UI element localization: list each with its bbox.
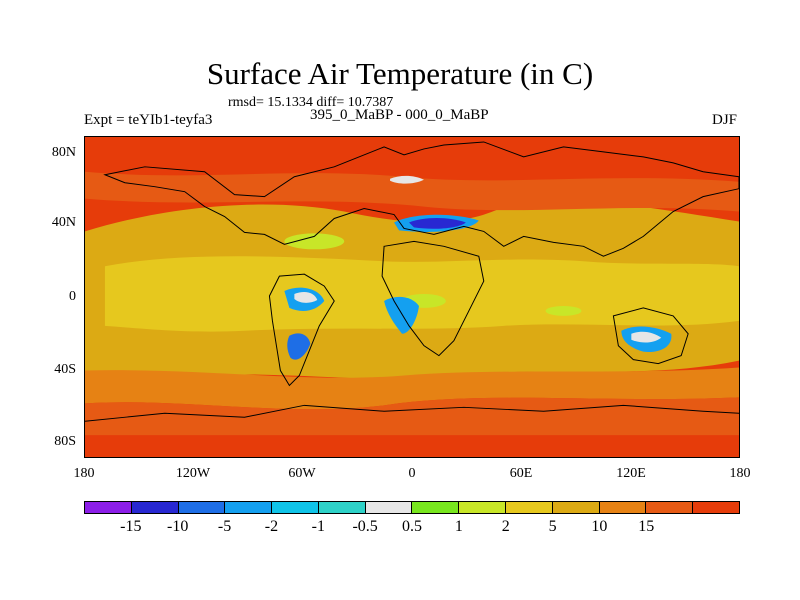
cold-anomaly-africa [384, 296, 419, 334]
cold-anomaly-australia-white [631, 331, 662, 343]
color-scale-swatch [365, 502, 413, 513]
experiment-label: Expt = teYIb1-teyfa3 [84, 112, 213, 128]
x-tick-label: 60E [509, 466, 533, 481]
landmass-australia [612, 307, 689, 365]
color-scale-swatch [225, 502, 273, 513]
color-scale-swatch [552, 502, 600, 513]
color-scale-swatch [646, 502, 694, 513]
x-tick-label: 180 [729, 466, 751, 481]
x-tick-label: 60W [288, 466, 316, 481]
landmass-north [103, 141, 739, 257]
color-scale-label: -5 [217, 518, 232, 535]
color-scale-swatch [85, 502, 132, 513]
lime-patch [284, 233, 345, 250]
color-scale-swatch [131, 502, 179, 513]
y-tick-label: 0 [69, 289, 76, 304]
color-scale-swatch [412, 502, 460, 513]
northern-warm-band [85, 171, 739, 212]
color-scale-label: 5 [548, 518, 557, 535]
temperature-map [84, 136, 740, 458]
color-scale-swatch [272, 502, 319, 513]
landmass-south [268, 273, 335, 387]
rmsd-diff-stats: rmsd= 15.1334 diff= 10.7387 [228, 95, 394, 110]
southern-warm-band [85, 397, 739, 436]
continent-outlines [85, 141, 739, 422]
color-scale-swatch [599, 502, 647, 513]
color-scale-label: 0.5 [402, 518, 422, 535]
cold-anomaly-arctic [390, 175, 424, 184]
y-tick-label: 80N [51, 145, 76, 160]
color-scale-label: 1 [454, 518, 463, 535]
x-tick-label: 120E [616, 466, 646, 481]
color-scale-swatch [459, 502, 507, 513]
color-scale-swatch [506, 502, 553, 513]
lime-patch [545, 305, 582, 316]
cold-anomaly-north-core [409, 217, 466, 229]
season-label: DJF [712, 112, 738, 128]
color-scale-label: -0.5 [352, 518, 378, 535]
y-tick-label: 40N [51, 215, 76, 230]
color-scale-label: -10 [167, 518, 189, 535]
cold-anomaly-southamerica-white [294, 292, 318, 303]
color-scale-label: -1 [311, 518, 325, 535]
color-scale-label: -15 [120, 518, 142, 535]
landmass-antarctica [85, 404, 739, 422]
x-tick-label: 180 [73, 466, 95, 481]
x-tick-label: 120W [175, 466, 211, 481]
color-scale-label: -2 [264, 518, 279, 535]
cold-anomaly-patagonia [287, 333, 311, 360]
color-scale-swatch [318, 502, 366, 513]
y-tick-label: 40S [54, 362, 76, 377]
color-scale-swatch [693, 502, 739, 513]
color-scale-label: 15 [638, 518, 655, 535]
y-tick-label: 80S [54, 434, 76, 449]
tropical-yellow-band [104, 256, 739, 332]
color-scale-swatch [178, 502, 226, 513]
color-scale-label: 2 [501, 518, 510, 535]
chart-title: Surface Air Temperature (in C) [206, 56, 594, 91]
color-scale-bar [84, 501, 740, 514]
color-scale-label: 10 [591, 518, 608, 535]
x-tick-label: 0 [408, 466, 416, 481]
southern-mid-band [85, 367, 739, 410]
experiment-subtitle: 395_0_MaBP - 000_0_MaBP [310, 107, 489, 123]
landmass-africa [381, 240, 485, 357]
